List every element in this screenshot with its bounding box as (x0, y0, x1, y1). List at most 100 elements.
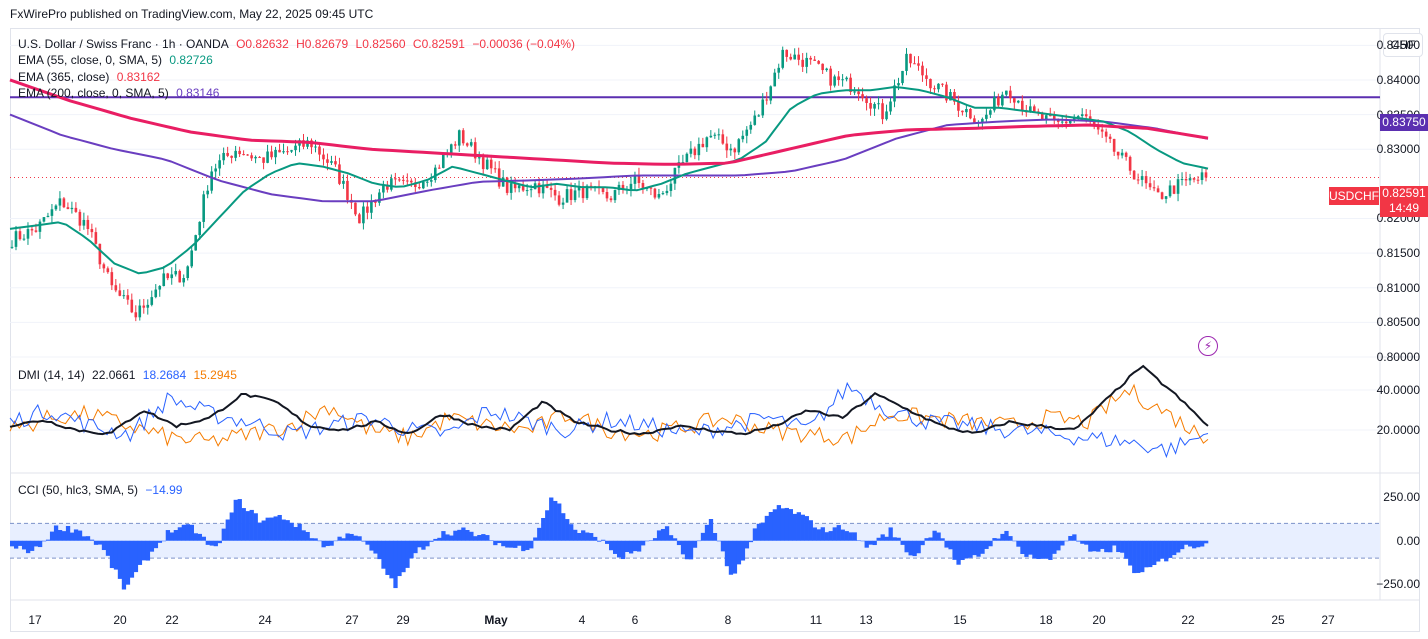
cci-bar (65, 526, 71, 541)
ema365-legend[interactable]: EMA (365, close) 0.83162 (18, 70, 164, 84)
candle-body (513, 183, 517, 189)
candle-body (354, 202, 357, 215)
candle-body (581, 186, 585, 199)
candle-body (837, 76, 840, 81)
candle-body (669, 183, 673, 191)
cci-bar (928, 537, 933, 541)
cci-bar (153, 540, 159, 549)
cci-bar (952, 540, 957, 560)
cci-bar (533, 537, 538, 541)
candle-body (541, 184, 545, 194)
lightning-icon[interactable]: ⚡ (1198, 336, 1218, 356)
time-tick-label: 20 (113, 613, 127, 627)
cci-bar (1104, 540, 1109, 553)
candle-body (1100, 129, 1104, 132)
cci-bar (489, 540, 494, 541)
symbol-label[interactable]: U.S. Dollar / Swiss Franc · 1h · OANDA (18, 37, 229, 51)
cci-bar (549, 497, 554, 541)
cci-bar (181, 524, 187, 541)
candle-body (370, 200, 373, 213)
cci-bar (497, 540, 502, 544)
cci-bar (1168, 540, 1173, 558)
time-tick-label: 22 (165, 613, 179, 627)
cci-bar (836, 525, 841, 541)
candle-body (50, 209, 54, 216)
cci-bar (1180, 540, 1185, 550)
ema55-legend[interactable]: EMA (55, close, 0, SMA, 5) 0.82726 (18, 53, 217, 67)
cci-bar (1096, 540, 1101, 552)
cci-bar (229, 512, 234, 541)
candle-body (909, 53, 912, 64)
candle-body (1148, 183, 1152, 188)
candle-body (246, 154, 249, 156)
cci-bar (768, 512, 774, 541)
cci-bar (121, 540, 127, 590)
cci-bar (868, 540, 873, 545)
candle-body (745, 129, 749, 136)
currency-button[interactable]: CHF (1383, 33, 1423, 57)
time-tick-label: 18 (1039, 613, 1053, 627)
candle-body (1152, 187, 1156, 189)
cci-bar (297, 523, 302, 541)
candle-body (234, 150, 237, 158)
cci-tick-label: −250.00 (1376, 577, 1420, 592)
cci-bar (988, 540, 993, 547)
candle-body (497, 168, 501, 187)
candle-body (1164, 196, 1168, 199)
ema365-value: 0.83162 (116, 70, 161, 84)
cci-bar (992, 538, 997, 541)
dmi-legend[interactable]: DMI (14, 14) 22.0661 18.2684 15.2945 (18, 368, 241, 382)
cci-bar (1120, 540, 1125, 553)
cci-bar (640, 540, 646, 546)
candle-body (945, 84, 948, 101)
ema365-line (9, 78, 1209, 166)
cci-bar (708, 519, 714, 541)
cci-legend[interactable]: CCI (50, hlc3, SMA, 5) −14.99 (18, 483, 186, 497)
candle-body (214, 168, 217, 172)
candle-body (1108, 136, 1112, 139)
candle-body (789, 56, 792, 60)
candle-body (406, 180, 409, 182)
cci-bar (141, 540, 147, 561)
cci-bar (892, 537, 897, 541)
candle-body (158, 286, 162, 290)
candle-body (1032, 106, 1036, 112)
cci-bar (401, 540, 406, 573)
cci-bar (1148, 540, 1153, 568)
cci-bar (1052, 540, 1057, 554)
horizontal-level-tag: 0.83750 (1380, 114, 1428, 131)
candle-body (613, 190, 617, 201)
candle-body (178, 271, 182, 283)
cci-bar (916, 540, 921, 554)
cci-bar (924, 538, 929, 541)
cci-bar (788, 509, 793, 541)
candle-body (1084, 114, 1088, 117)
cci-bar (904, 540, 909, 553)
candle-body (1076, 116, 1080, 118)
cci-bar (21, 540, 27, 550)
candle-body (222, 152, 225, 161)
cci-bar (820, 527, 825, 541)
dmi-tick-label: 40.0000 (1376, 383, 1420, 397)
candle-body (262, 157, 265, 163)
change-value: −0.00036 (−0.04%) (472, 37, 576, 51)
candle-body (973, 118, 976, 123)
cci-bar (1004, 530, 1009, 541)
candle-body (637, 175, 641, 184)
cci-bar (433, 538, 438, 541)
ema200-legend[interactable]: EMA (200, close, 0, SMA, 5) 0.83146 (18, 86, 223, 100)
candle-body (917, 63, 920, 66)
candle-body (46, 215, 50, 218)
cci-bar (353, 535, 358, 541)
cci-bar (800, 514, 805, 541)
time-tick-label: 17 (28, 613, 42, 627)
candle-body (242, 154, 245, 156)
cci-bar (932, 530, 937, 541)
candle-body (414, 182, 417, 188)
cci-bar (964, 540, 969, 559)
cci-bar (1068, 535, 1073, 541)
candle-body (801, 59, 804, 67)
candle-body (509, 183, 513, 193)
cci-bar (1152, 540, 1157, 566)
